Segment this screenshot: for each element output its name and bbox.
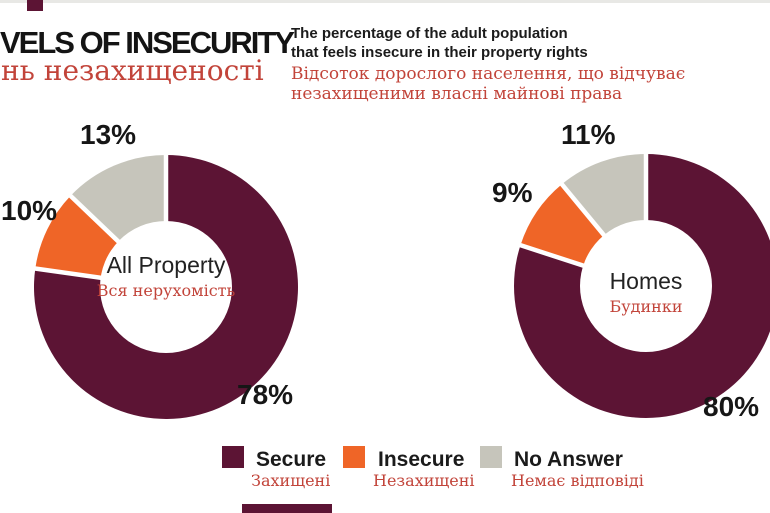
donut-center-uk: Будинки <box>609 297 683 316</box>
decor-red-square <box>27 0 43 11</box>
page-title: VELS OF INSECURITY <box>0 25 295 60</box>
pct-label-all-secure: 78% <box>237 379 294 410</box>
donut-center-en: All Property <box>106 252 226 278</box>
donut-chart-all-property <box>32 152 298 420</box>
subtitle-ukrainian-line2: незахищеними власні майнові права <box>291 84 623 104</box>
legend-sublabel-noanswer: Немає відповіді <box>511 471 644 490</box>
pct-label-homes-insecure: 9% <box>492 177 533 208</box>
subtitle-ukrainian: Відсоток дорослого населення, що відчува… <box>291 64 685 104</box>
subtitle-english-line2: that feels insecure in their property ri… <box>291 44 588 61</box>
legend-label-insecure: Insecure <box>378 448 465 471</box>
donut-center-label-homes: Homes Будинки <box>571 268 721 316</box>
top-edge-strip <box>0 0 770 3</box>
subtitle-ukrainian-line1: Відсоток дорослого населення, що відчува… <box>291 64 686 84</box>
subtitle-english-line1: The percentage of the adult population <box>291 25 568 42</box>
page-title-ukrainian: нь незахищеності <box>1 54 264 87</box>
decor-red-bar <box>242 504 332 513</box>
legend-sublabel-secure: Захищені <box>251 471 331 490</box>
pct-label-homes-secure: 80% <box>703 391 760 422</box>
donut-chart-homes <box>514 151 770 418</box>
donut-center-en: Homes <box>609 268 683 294</box>
legend-label-noanswer: No Answer <box>514 448 623 471</box>
legend-label-secure: Secure <box>256 448 327 471</box>
legend-swatch-insecure <box>343 446 365 468</box>
legend-swatch-noanswer <box>480 446 502 468</box>
legend-swatch-secure <box>222 446 244 468</box>
donut-center-uk: Вся нерухомість <box>96 281 236 300</box>
pct-label-all-insecure: 10% <box>1 195 58 226</box>
donut-center-label-all-property: All Property Вся нерухомість <box>91 252 241 300</box>
pct-label-homes-noanswer: 11% <box>561 119 616 150</box>
pct-label-all-noanswer: 13% <box>80 119 137 150</box>
subtitle-english: The percentage of the adult population t… <box>291 24 588 62</box>
legend-sublabel-insecure: Незахищені <box>373 471 475 490</box>
